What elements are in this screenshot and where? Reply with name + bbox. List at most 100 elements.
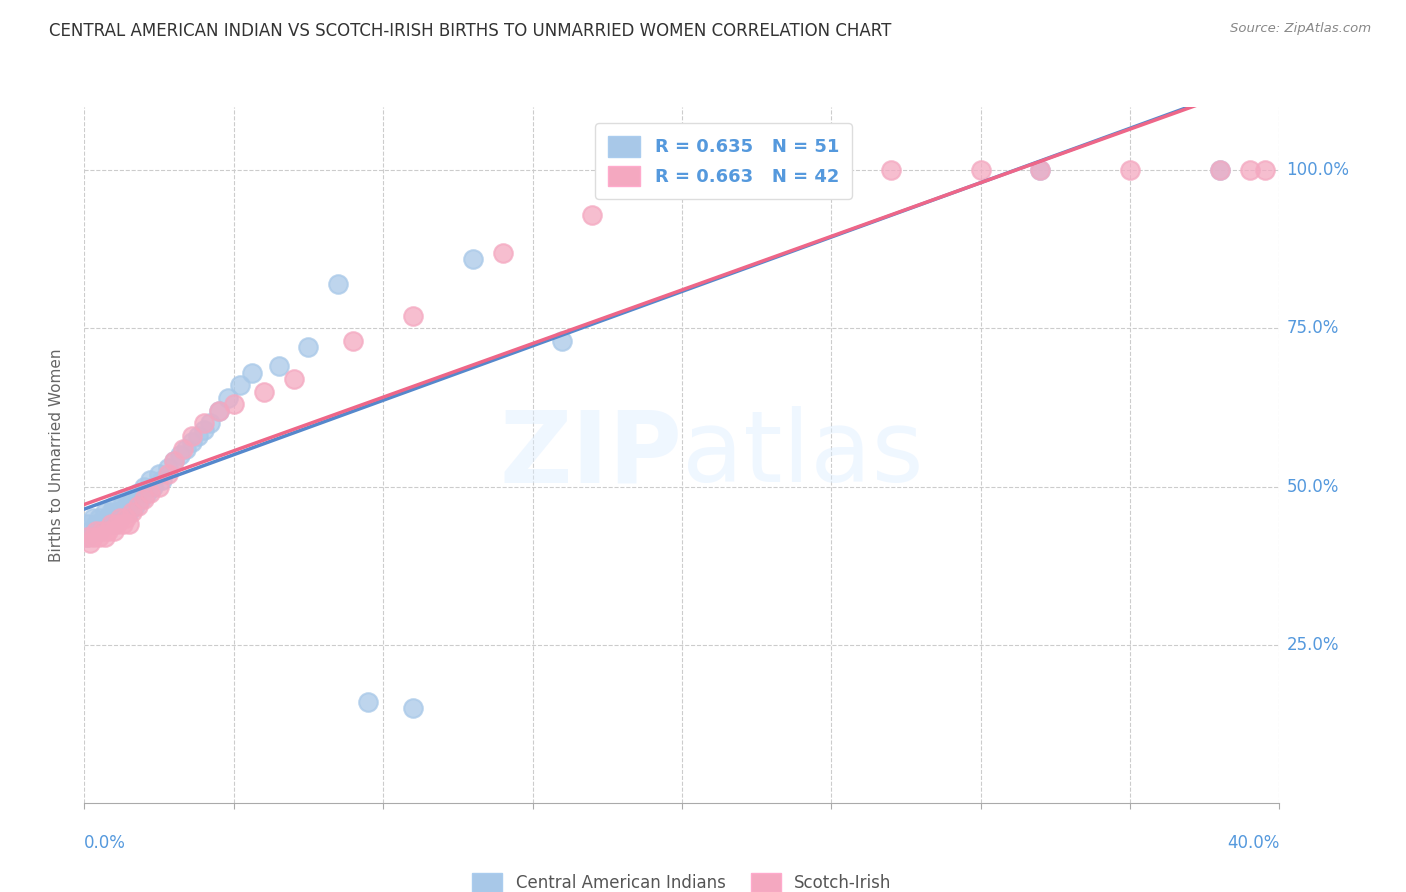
Point	[148, 479, 170, 493]
Point	[139, 473, 162, 487]
Point	[1029, 163, 1052, 178]
Point	[1208, 163, 1232, 178]
Point	[267, 359, 290, 374]
Point	[97, 524, 120, 538]
Point	[105, 505, 128, 519]
Point	[328, 277, 350, 292]
Point	[139, 486, 162, 500]
Point	[193, 417, 215, 431]
Point	[1029, 163, 1052, 178]
Point	[129, 492, 152, 507]
Point	[1208, 163, 1232, 178]
Point	[228, 378, 252, 392]
Point	[148, 467, 170, 481]
Point	[163, 454, 186, 468]
Point	[193, 423, 215, 437]
Point	[91, 517, 114, 532]
Point	[121, 492, 143, 507]
Point	[169, 448, 191, 462]
Point	[124, 499, 146, 513]
Text: CENTRAL AMERICAN INDIAN VS SCOTCH-IRISH BIRTHS TO UNMARRIED WOMEN CORRELATION CH: CENTRAL AMERICAN INDIAN VS SCOTCH-IRISH …	[49, 22, 891, 40]
Point	[103, 524, 125, 538]
Point	[157, 460, 180, 475]
Point	[89, 511, 111, 525]
Point	[174, 442, 197, 456]
Point	[103, 517, 125, 532]
Point	[198, 417, 221, 431]
Point	[253, 384, 276, 399]
Point	[551, 334, 574, 348]
Point	[118, 517, 141, 532]
Point	[820, 163, 842, 178]
Text: 0.0%: 0.0%	[84, 834, 127, 852]
Point	[94, 505, 117, 519]
Point	[132, 479, 156, 493]
Point	[112, 517, 135, 532]
Point	[1119, 163, 1142, 178]
Point	[357, 695, 380, 709]
Point	[1239, 163, 1261, 178]
Point	[492, 245, 515, 260]
Text: 75.0%: 75.0%	[1286, 319, 1339, 337]
Point	[89, 524, 111, 538]
Point	[110, 511, 132, 525]
Point	[217, 391, 239, 405]
Point	[115, 499, 138, 513]
Point	[76, 517, 98, 532]
Point	[132, 492, 156, 507]
Text: 50.0%: 50.0%	[1286, 477, 1339, 496]
Point	[222, 397, 245, 411]
Point	[671, 163, 693, 178]
Point	[121, 505, 143, 519]
Point	[581, 208, 603, 222]
Point	[402, 309, 425, 323]
Point	[790, 163, 813, 178]
Point	[163, 454, 186, 468]
Text: Source: ZipAtlas.com: Source: ZipAtlas.com	[1230, 22, 1371, 36]
Point	[172, 442, 194, 456]
Text: 100.0%: 100.0%	[1286, 161, 1350, 179]
Point	[402, 701, 425, 715]
Point	[86, 517, 108, 532]
Point	[970, 163, 993, 178]
Point	[142, 479, 165, 493]
Point	[240, 366, 263, 380]
Text: atlas: atlas	[682, 407, 924, 503]
Point	[97, 511, 120, 525]
Point	[127, 499, 149, 513]
Point	[115, 511, 138, 525]
Point	[79, 536, 101, 550]
Point	[94, 530, 117, 544]
Point	[1253, 163, 1275, 178]
Legend: Central American Indians, Scotch-Irish: Central American Indians, Scotch-Irish	[465, 866, 898, 892]
Point	[297, 340, 319, 354]
Text: ZIP: ZIP	[499, 407, 682, 503]
Point	[103, 499, 125, 513]
Point	[187, 429, 209, 443]
Point	[112, 492, 135, 507]
Point	[157, 467, 180, 481]
Point	[641, 163, 664, 178]
Point	[118, 505, 141, 519]
Point	[105, 517, 128, 532]
Point	[208, 403, 231, 417]
Point	[880, 163, 903, 178]
Point	[82, 511, 104, 525]
Point	[76, 530, 98, 544]
Point	[180, 435, 202, 450]
Point	[208, 403, 231, 417]
Point	[180, 429, 202, 443]
Point	[136, 486, 159, 500]
Point	[461, 252, 484, 266]
Text: 25.0%: 25.0%	[1286, 636, 1339, 654]
Point	[76, 530, 98, 544]
Y-axis label: Births to Unmarried Women: Births to Unmarried Women	[49, 348, 63, 562]
Point	[82, 530, 104, 544]
Text: 40.0%: 40.0%	[1227, 834, 1279, 852]
Point	[100, 505, 122, 519]
Point	[100, 517, 122, 532]
Point	[86, 524, 108, 538]
Point	[283, 372, 305, 386]
Point	[89, 530, 111, 544]
Point	[110, 511, 132, 525]
